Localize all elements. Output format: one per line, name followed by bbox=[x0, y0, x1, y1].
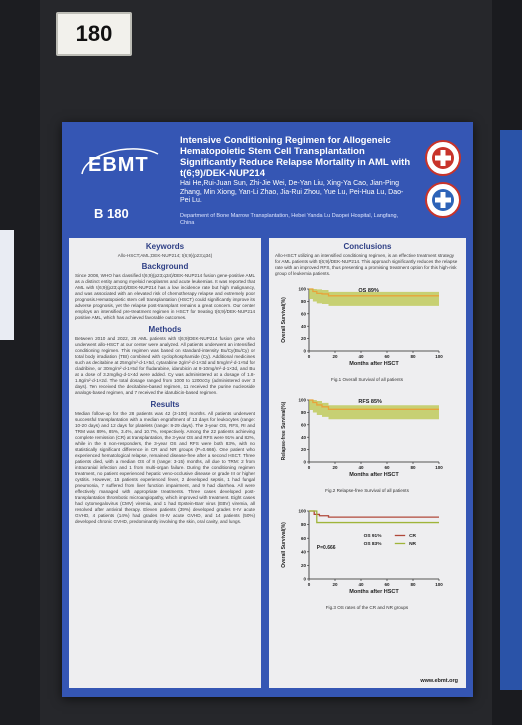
conclusions-heading: Conclusions bbox=[343, 242, 392, 251]
left-column: Keywords Allo-HSCT;AML;DEK-NUP214; t(6;9… bbox=[69, 238, 261, 688]
x-tick-label: 40 bbox=[358, 465, 364, 470]
y-tick-label: 20 bbox=[301, 447, 307, 452]
legend-stat-cr: OS 91% bbox=[364, 533, 383, 539]
figure-caption: Fig.3 OS rates of the CR and NR groups bbox=[326, 605, 409, 610]
methods-heading: Methods bbox=[148, 325, 182, 334]
y-tick-label: 100 bbox=[298, 398, 306, 403]
survival-line-all bbox=[309, 399, 439, 410]
poster-authors: Hai He,Rui-Juan Sun, Zhi-Jie Wei, De-Yan… bbox=[180, 180, 404, 204]
panel-number: 180 bbox=[56, 12, 132, 56]
y-tick-label: 60 bbox=[301, 311, 307, 316]
neighbor-poster-right bbox=[500, 130, 522, 690]
logo-swoosh-icon bbox=[81, 148, 159, 175]
y-tick-label: 80 bbox=[301, 299, 307, 304]
figure-caption: Fig.1 Overall Survival of all patients bbox=[331, 377, 404, 382]
y-axis-label: Overall Survival(%) bbox=[281, 297, 287, 343]
conclusions-text: Allo-HSCT utilizing an intensified condi… bbox=[275, 253, 458, 276]
chart-cr-nr: 0 20 40 60 80 100 0 20 40 60 80 100 Months after HSC… bbox=[269, 505, 466, 616]
y-tick-label: 20 bbox=[301, 563, 307, 568]
y-tick-label: 60 bbox=[301, 536, 307, 541]
survival-line-all bbox=[309, 288, 439, 297]
x-tick-label: 20 bbox=[332, 582, 338, 587]
survival-line-cr bbox=[309, 510, 439, 518]
y-tick-label: 100 bbox=[298, 509, 306, 514]
x-tick-label: 0 bbox=[308, 582, 311, 587]
y-tick-label: 80 bbox=[301, 410, 307, 415]
results-heading: Results bbox=[150, 400, 180, 409]
y-tick-label: 40 bbox=[301, 549, 307, 554]
chart-rfs: 0 20 40 60 80 100 0 20 40 60 80 100 Months after HSC… bbox=[269, 394, 466, 499]
y-tick-label: 0 bbox=[303, 460, 306, 465]
website-url: www.ebmt.org bbox=[420, 678, 458, 684]
chart-os: 0 20 40 60 80 100 0 20 40 60 80 100 Months after HSC… bbox=[269, 283, 466, 388]
confidence-band bbox=[309, 289, 439, 306]
y-tick-label: 40 bbox=[301, 435, 307, 440]
x-tick-label: 80 bbox=[410, 354, 416, 359]
chart-rfs-svg: 0 20 40 60 80 100 0 20 40 60 80 100 Months after HSC… bbox=[281, 398, 443, 493]
x-tick-label: 20 bbox=[332, 354, 338, 359]
p-value-label: P=0.666 bbox=[317, 545, 336, 551]
x-tick-label: 80 bbox=[410, 465, 416, 470]
y-tick-label: 0 bbox=[303, 349, 306, 354]
methods-text: Between 2010 and 2022, 28 AML patients w… bbox=[75, 336, 255, 395]
y-tick-label: 100 bbox=[298, 287, 306, 292]
y-tick-label: 40 bbox=[301, 324, 307, 329]
right-column: Conclusions Allo-HSCT utilizing an inten… bbox=[269, 238, 466, 688]
poster: EBMT B 180 Intensive Conditioning Regime… bbox=[62, 122, 473, 697]
results-text: Median follow-up for the 28 patients was… bbox=[75, 411, 256, 524]
y-tick-label: 60 bbox=[301, 422, 307, 427]
x-tick-label: 0 bbox=[308, 354, 311, 359]
board-edge-left bbox=[0, 0, 40, 725]
survival-line-nr bbox=[309, 510, 439, 524]
x-tick-label: 60 bbox=[384, 465, 390, 470]
x-tick-label: 40 bbox=[358, 354, 364, 359]
x-tick-label: 20 bbox=[332, 465, 338, 470]
x-tick-label: 40 bbox=[358, 582, 364, 587]
x-axis-label: Months after HSCT bbox=[349, 589, 399, 595]
x-tick-label: 100 bbox=[435, 465, 443, 470]
y-axis-label: Relapse-free Survival(%) bbox=[281, 401, 287, 460]
y-axis-label: Overall Survival(%) bbox=[281, 522, 287, 568]
poster-code: B 180 bbox=[94, 206, 129, 221]
x-tick-label: 80 bbox=[410, 582, 416, 587]
legend-stat-nr: OS 83% bbox=[364, 541, 383, 547]
hospital-emblem-icon bbox=[425, 140, 461, 218]
x-axis-label: Months after HSCT bbox=[349, 361, 399, 367]
annotation-label: OS 89% bbox=[358, 288, 379, 294]
poster-affiliation: Department of Bone Marrow Transplantatio… bbox=[180, 213, 399, 226]
chart-cr-nr-svg: 0 20 40 60 80 100 0 20 40 60 80 100 Months after HSC… bbox=[281, 509, 443, 610]
annotation-label: RFS 85% bbox=[358, 399, 382, 405]
background-text: Since 2008, WHO has classified t(6;9)(p2… bbox=[75, 273, 255, 320]
x-tick-label: 100 bbox=[435, 582, 443, 587]
keywords-heading: Keywords bbox=[145, 242, 185, 251]
neighbor-poster-left bbox=[0, 230, 14, 340]
poster-title: Intensive Conditioning Regimen for Allog… bbox=[180, 135, 411, 179]
figure-caption: Fig.2 Relapse-free Survival of all patie… bbox=[325, 488, 409, 493]
x-tick-label: 0 bbox=[308, 465, 311, 470]
legend-name-nr: NR bbox=[409, 541, 416, 547]
background-heading: Background bbox=[141, 262, 189, 271]
ebmt-logo: EBMT bbox=[76, 148, 162, 182]
chart-os-svg: 0 20 40 60 80 100 0 20 40 60 80 100 Months after HSC… bbox=[281, 287, 443, 382]
x-axis-label: Months after HSCT bbox=[349, 472, 399, 478]
y-tick-label: 20 bbox=[301, 336, 307, 341]
y-tick-label: 0 bbox=[303, 577, 306, 582]
poster-header: EBMT B 180 Intensive Conditioning Regime… bbox=[62, 122, 473, 230]
x-tick-label: 60 bbox=[384, 582, 390, 587]
logo-text: EBMT bbox=[88, 154, 149, 176]
keywords-text: Allo-HSCT;AML;DEK-NUP214; t(6;9)(p23;q34… bbox=[117, 253, 213, 258]
legend-name-cr: CR bbox=[409, 533, 416, 539]
y-tick-label: 80 bbox=[301, 522, 307, 527]
hospital-emblem bbox=[422, 136, 464, 226]
x-tick-label: 100 bbox=[435, 354, 443, 359]
x-tick-label: 60 bbox=[384, 354, 390, 359]
